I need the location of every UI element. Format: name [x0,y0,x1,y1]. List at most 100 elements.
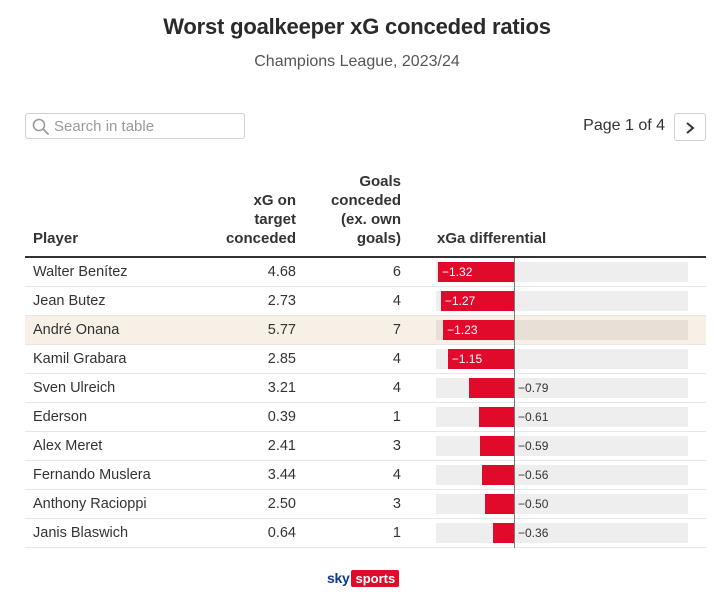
cell-xg: 2.85 [267,351,296,367]
search-input[interactable] [54,116,239,136]
diff-label: −0.79 [518,381,549,395]
cell-goals: 7 [392,322,401,338]
search-box[interactable] [25,113,245,139]
bar-track [436,407,688,427]
diff-bar [440,291,514,311]
logo-sports-text: sports [351,569,400,587]
table-body: Walter Benítez 4.68 6 −1.32 Jean Butez 2.73 4 −… [25,258,706,548]
table-row: André Onana 5.77 7 −1.23 [25,316,706,345]
cell-xg: 0.39 [267,409,296,425]
diff-bar [438,262,514,282]
zero-axis-line [514,258,515,548]
diff-label: −1.27 [444,294,476,308]
bar-track [436,436,688,456]
diff-bar [447,349,514,369]
chart-title: Worst goalkeeper xG conceded ratios [163,14,551,39]
cell-player: Walter Benítez [33,264,128,280]
search-icon [32,118,49,135]
table-row: Janis Blaswich 0.64 1 −0.36 [25,519,706,548]
table-row: Jean Butez 2.73 4 −1.27 [25,287,706,316]
header-divider [25,256,706,258]
column-header-goals[interactable]: Goals conceded (ex. own goals) [306,172,401,248]
bar-cell: −0.79 [436,378,688,398]
column-header-goals-line: (ex. own [340,211,401,228]
page-indicator: Page 1 of 4 [583,117,665,134]
bar-track [436,465,688,485]
cell-goals: 4 [392,293,401,309]
bar-track [436,494,688,514]
diff-label: −0.36 [518,526,549,540]
chart-subtitle: Champions League, 2023/24 [254,53,460,70]
cell-xg: 2.41 [267,438,296,454]
next-page-button[interactable] [674,113,706,141]
cell-xg: 0.64 [267,525,296,541]
cell-xg: 5.77 [267,322,296,338]
diff-label: −1.32 [442,265,473,279]
diff-bar [478,407,514,427]
column-header-player[interactable]: Player [33,230,79,247]
diff-label: −0.59 [518,439,549,453]
table-row: Sven Ulreich 3.21 4 −0.79 [25,374,706,403]
cell-xg: 2.73 [267,293,296,309]
bar-cell: −0.36 [436,523,688,543]
table-row: Alex Meret 2.41 3 −0.59 [25,432,706,461]
column-header-xg-line: target [254,211,296,228]
cell-player: Anthony Racioppi [33,496,147,512]
diff-bar [468,378,514,398]
cell-player: Ederson [33,409,88,425]
cell-xg: 3.21 [267,380,296,396]
chevron-right-icon [686,122,695,134]
diff-bar [443,320,514,340]
column-header-goals-line: goals) [356,230,401,247]
cell-player: Alex Meret [33,438,103,454]
diff-bar [493,523,514,543]
bar-track [436,523,688,543]
column-header-xg-line: xG on [253,192,296,209]
diff-bar [485,494,514,514]
bar-cell: −0.50 [436,494,688,514]
bar-cell: −0.61 [436,407,688,427]
diff-label: −1.15 [451,352,483,366]
cell-xg: 3.44 [267,467,296,483]
diff-label: −0.61 [518,410,549,424]
cell-xg: 4.68 [267,264,296,280]
diff-bar [481,465,514,485]
cell-player: Kamil Grabara [33,351,127,367]
sky-sports-logo: sky sports [327,569,400,587]
bar-cell: −0.56 [436,465,688,485]
cell-goals: 1 [392,525,401,541]
column-header-goals-line: Goals [359,173,401,190]
cell-goals: 3 [392,438,401,454]
bar-cell: −1.15 [436,349,688,369]
column-header-goals-line: conceded [330,192,401,209]
cell-goals: 1 [392,409,401,425]
diff-bar [480,436,514,456]
cell-goals: 4 [392,467,401,483]
bar-cell: −1.23 [436,320,688,340]
bar-cell: −0.59 [436,436,688,456]
table-row: Fernando Muslera 3.44 4 −0.56 [25,461,706,490]
diff-label: −1.23 [447,323,478,337]
cell-goals: 3 [392,496,401,512]
cell-player: Jean Butez [33,293,106,309]
diff-label: −0.56 [518,468,549,482]
cell-player: André Onana [33,322,120,338]
cell-xg: 2.50 [267,496,296,512]
table-row: Kamil Grabara 2.85 4 −1.15 [25,345,706,374]
diff-label: −0.50 [518,497,549,511]
column-header-xg[interactable]: xG on target conceded [200,191,296,248]
cell-goals: 6 [392,264,401,280]
bar-cell: −1.32 [436,262,688,282]
bar-cell: −1.27 [436,291,688,311]
cell-player: Fernando Muslera [33,467,151,483]
table-row: Ederson 0.39 1 −0.61 [25,403,706,432]
column-header-xg-line: conceded [225,230,296,247]
cell-goals: 4 [392,380,401,396]
table-row: Anthony Racioppi 2.50 3 −0.50 [25,490,706,519]
cell-goals: 4 [392,351,401,367]
logo-sky-text: sky [327,570,350,586]
cell-player: Sven Ulreich [33,380,116,396]
cell-player: Janis Blaswich [33,525,129,541]
column-header-diff[interactable]: xGa differential [437,230,547,247]
table-row: Walter Benítez 4.68 6 −1.32 [25,258,706,287]
